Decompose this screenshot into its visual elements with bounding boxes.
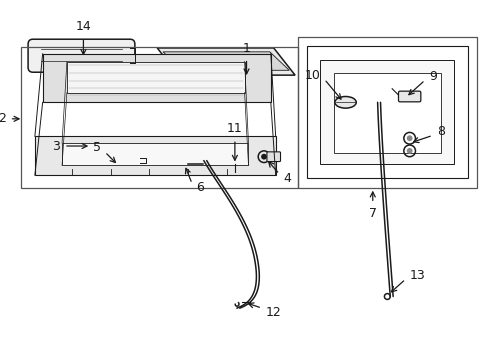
Polygon shape [157,48,294,75]
Text: 11: 11 [226,122,242,135]
Text: 12: 12 [265,306,281,319]
Bar [306,46,467,178]
Polygon shape [42,54,270,102]
Text: 3: 3 [52,140,60,153]
Text: 4: 4 [283,172,291,185]
FancyBboxPatch shape [266,152,280,162]
Text: 5: 5 [93,141,101,154]
Circle shape [406,135,412,141]
Text: 7: 7 [368,207,376,220]
Text: 6: 6 [196,181,203,194]
Circle shape [406,148,412,154]
Text: 2: 2 [0,112,6,125]
Text: 10: 10 [304,69,320,82]
Circle shape [261,154,266,159]
Text: 8: 8 [436,125,444,138]
Polygon shape [163,52,289,70]
Polygon shape [67,62,244,93]
Text: 13: 13 [409,269,425,282]
Text: 14: 14 [75,21,91,33]
FancyBboxPatch shape [398,91,420,102]
Bar [21,47,297,188]
Ellipse shape [334,96,356,108]
Text: 9: 9 [428,69,436,82]
Bar [320,60,453,165]
Bar [297,37,476,188]
Text: 1: 1 [242,42,250,55]
FancyBboxPatch shape [103,150,148,171]
Bar [333,73,440,153]
FancyBboxPatch shape [28,39,135,72]
Polygon shape [62,143,248,166]
Polygon shape [35,136,275,175]
